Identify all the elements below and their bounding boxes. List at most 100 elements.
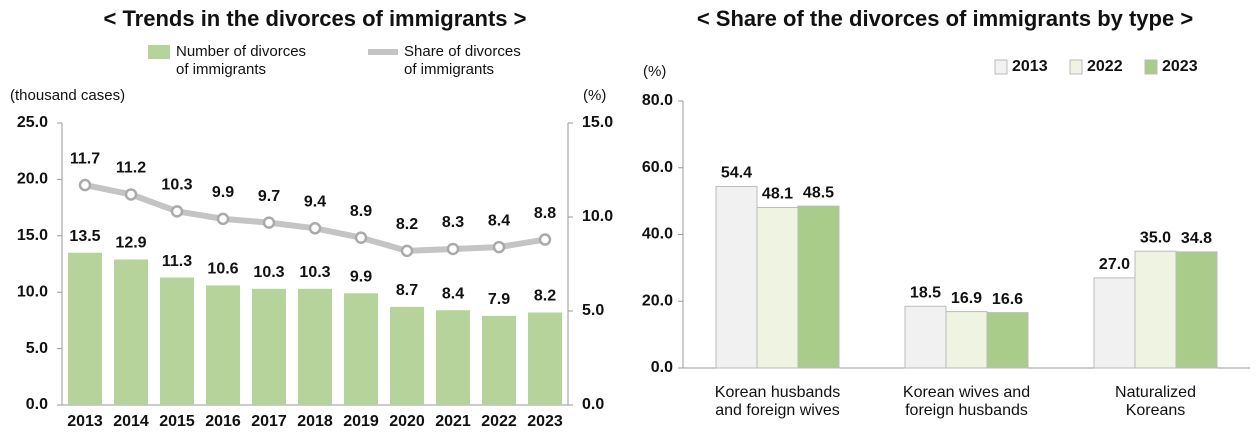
data-label: 27.0 — [1099, 256, 1130, 273]
legend-label: Share of divorces of immigrants — [404, 43, 521, 78]
marker — [170, 205, 184, 218]
data-label: 12.9 — [115, 235, 146, 252]
data-label: 8.3 — [442, 214, 464, 231]
y2-tick-label: 10.0 — [582, 208, 613, 225]
bar — [390, 306, 424, 405]
x-tick-label: 2019 — [343, 413, 379, 430]
data-label: 16.6 — [992, 291, 1023, 308]
bar — [715, 185, 758, 369]
x-tick-label: 2015 — [159, 413, 195, 430]
marker — [308, 222, 322, 235]
data-label: 35.0 — [1140, 229, 1171, 246]
y-tick-label: 0.0 — [651, 359, 673, 376]
legend-swatch — [994, 59, 1008, 75]
y-tick-label: 20.0 — [642, 292, 673, 309]
bar — [1175, 251, 1218, 369]
bar — [797, 205, 840, 369]
bar — [482, 315, 516, 405]
data-label: 8.7 — [396, 282, 418, 299]
bar — [114, 259, 148, 405]
x-tick-label: 2022 — [481, 413, 517, 430]
bar — [344, 293, 378, 405]
data-label: 8.9 — [350, 203, 372, 220]
y2-tick-label: 5.0 — [582, 302, 604, 319]
marker — [446, 242, 460, 256]
data-label: 48.1 — [762, 186, 793, 203]
data-label: 11.7 — [70, 150, 100, 167]
data-label: 9.9 — [212, 184, 234, 201]
bar — [68, 252, 102, 405]
marker — [400, 244, 414, 258]
x-tick-label: 2021 — [435, 413, 471, 430]
y-tick-label: 15.0 — [17, 227, 48, 244]
x-tick-label: 2020 — [389, 413, 425, 430]
data-label: 10.3 — [253, 264, 284, 281]
data-label: 8.2 — [396, 216, 418, 233]
bar — [436, 310, 470, 405]
bar — [252, 288, 286, 405]
bar — [1093, 277, 1136, 369]
x-tick-label: Korean husbands and foreign wives — [715, 384, 840, 419]
data-label: 10.3 — [299, 264, 330, 281]
legend-label: 2013 — [1012, 58, 1048, 75]
bar — [160, 277, 194, 405]
y-tick-label: 5.0 — [26, 340, 48, 357]
data-label: 18.5 — [910, 284, 941, 301]
x-tick-label: 2014 — [113, 413, 149, 430]
legend-label: 2023 — [1162, 58, 1198, 75]
bar — [206, 285, 240, 405]
y-axis-label: (thousand cases) — [10, 87, 125, 104]
bar — [945, 311, 988, 369]
x-tick-label: 2016 — [205, 413, 241, 430]
y-tick-label: 60.0 — [642, 159, 673, 176]
x-tick-label: 2023 — [527, 413, 563, 430]
marker — [78, 178, 92, 192]
marker — [216, 212, 230, 226]
data-label: 10.6 — [207, 261, 238, 278]
chart-title: < Share of the divorces of immigrants by… — [697, 6, 1193, 31]
bar — [1134, 250, 1177, 369]
x-tick-label: 2017 — [251, 413, 287, 430]
data-label: 34.8 — [1181, 230, 1212, 247]
legend-label: Number of divorces of immigrants — [176, 43, 306, 78]
marker — [538, 233, 552, 246]
y-axis-label: (%) — [643, 63, 666, 80]
x-tick-label: Korean wives and foreign husbands — [903, 384, 1030, 419]
data-label: 10.3 — [161, 177, 192, 194]
data-label: 13.5 — [69, 228, 100, 245]
x-tick-label: 2018 — [297, 413, 333, 430]
y-tick-label: 40.0 — [642, 226, 673, 243]
data-label: 16.9 — [951, 290, 982, 307]
data-label: 8.4 — [442, 285, 464, 302]
y2-tick-label: 0.0 — [582, 396, 604, 413]
data-label: 8.4 — [488, 212, 510, 229]
data-label: 8.8 — [534, 205, 556, 222]
y-tick-label: 80.0 — [642, 92, 673, 109]
x-tick-label: Naturalized Koreans — [1115, 384, 1196, 419]
bar — [528, 312, 562, 405]
data-label: 9.7 — [258, 188, 280, 205]
legend-swatch — [148, 45, 170, 59]
legend-swatch — [1069, 59, 1083, 75]
y-tick-label: 0.0 — [26, 396, 48, 413]
data-label: 11.3 — [162, 253, 192, 270]
y2-axis-label: (%) — [583, 87, 606, 104]
y-tick-label: 25.0 — [17, 114, 48, 131]
data-label: 11.2 — [116, 160, 146, 177]
data-label: 9.4 — [304, 193, 326, 210]
data-label: 8.2 — [534, 288, 556, 305]
data-label: 7.9 — [488, 291, 510, 308]
y-tick-label: 10.0 — [17, 283, 48, 300]
marker — [492, 240, 506, 254]
bar — [904, 305, 947, 369]
legend-label: 2022 — [1087, 58, 1123, 75]
marker — [124, 188, 138, 201]
legend-swatch — [1144, 59, 1158, 75]
bar — [986, 312, 1029, 369]
marker — [262, 216, 276, 229]
bar — [298, 288, 332, 405]
data-label: 54.4 — [721, 165, 752, 182]
chart-title: < Trends in the divorces of immigrants > — [103, 6, 526, 31]
y-tick-label: 20.0 — [17, 171, 48, 188]
